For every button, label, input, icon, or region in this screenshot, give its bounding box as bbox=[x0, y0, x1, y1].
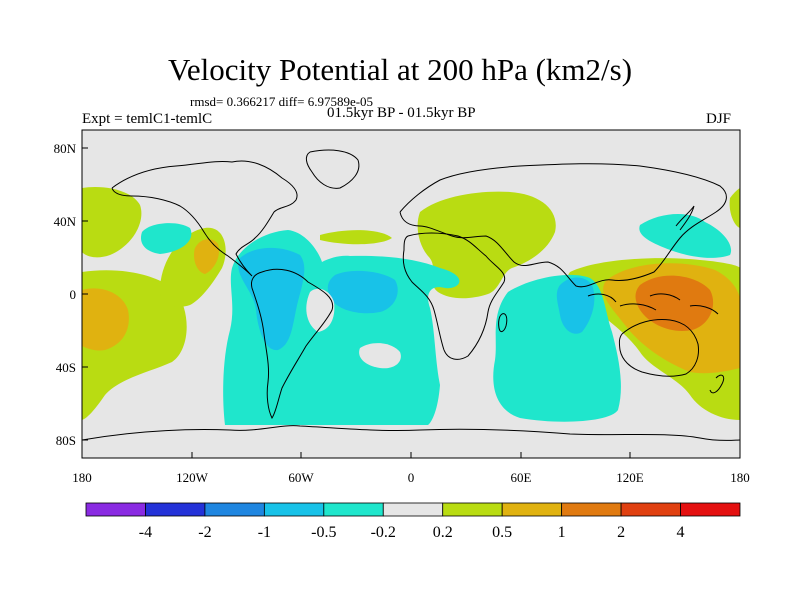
y-tick-40n: 40N bbox=[54, 214, 77, 229]
contour-neg-pacific-nw bbox=[639, 214, 732, 258]
x-tick-120w: 120W bbox=[176, 470, 209, 485]
period-label: 01.5kyr BP - 01.5kyr BP bbox=[327, 105, 476, 121]
map-title: Velocity Potential at 200 hPa (km2/s) bbox=[167, 52, 633, 87]
colorbar-label: -0.5 bbox=[311, 524, 336, 541]
colorbar-label: 4 bbox=[677, 524, 685, 541]
colorbar-swatch bbox=[501, 502, 563, 517]
contour-orange-west bbox=[82, 288, 129, 351]
y-tick-40s: 40S bbox=[56, 360, 76, 375]
contour-pos-far-east bbox=[729, 188, 740, 228]
coast-africa bbox=[402, 232, 506, 360]
x-tick-60w: 60W bbox=[288, 470, 314, 485]
colorbar-swatch bbox=[442, 502, 503, 517]
coast-south-america bbox=[251, 268, 334, 419]
contour-neg2-indian bbox=[556, 277, 595, 334]
experiment-label: Expt = temlC1-temlC bbox=[82, 111, 213, 127]
coastlines bbox=[82, 149, 740, 441]
coast-japan bbox=[675, 205, 695, 231]
contour-darkorange-wpac bbox=[635, 275, 714, 331]
y-tick-80n: 80N bbox=[54, 141, 77, 156]
coast-maritime-continent bbox=[587, 293, 719, 315]
axis-ticks bbox=[81, 147, 741, 458]
colorbar-label: -4 bbox=[139, 524, 152, 541]
x-tick-180e: 180 bbox=[730, 470, 750, 485]
colorbar-label: 0.5 bbox=[492, 524, 512, 541]
y-tick-0: 0 bbox=[70, 287, 77, 302]
coast-north-america bbox=[111, 160, 298, 277]
colorbar-swatch bbox=[382, 502, 444, 517]
colorbar: -4 -2 -1 -0.5 -0.2 0.2 0.5 1 2 4 bbox=[85, 502, 741, 541]
colorbar-swatch bbox=[620, 502, 681, 517]
colorbar-label: 1 bbox=[558, 524, 566, 541]
colorbar-label: 0.2 bbox=[433, 524, 453, 541]
contour-hole-atlantic-2 bbox=[359, 343, 401, 369]
contour-neg2-atlantic bbox=[327, 270, 398, 314]
season-label: DJF bbox=[706, 111, 732, 127]
coast-australia bbox=[618, 319, 699, 377]
contour-neg2-south-america bbox=[238, 247, 305, 351]
stats-text: rmsd= 0.366217 diff= 6.97589e-05 bbox=[190, 94, 374, 109]
colorbar-label: -2 bbox=[198, 524, 211, 541]
x-tick-180w: 180 bbox=[72, 470, 92, 485]
coast-new-zealand bbox=[709, 374, 725, 394]
colorbar-label: 2 bbox=[617, 524, 625, 541]
colorbar-swatch bbox=[323, 502, 384, 517]
contour-orange-npac bbox=[194, 239, 220, 274]
colorbar-swatch bbox=[85, 502, 146, 517]
colorbar-swatch bbox=[561, 502, 622, 517]
x-tick-120e: 120E bbox=[616, 470, 644, 485]
coast-europe-asia bbox=[399, 163, 727, 288]
contour-pos-atlantic bbox=[320, 230, 392, 245]
coast-greenland bbox=[305, 149, 360, 189]
coast-madagascar bbox=[498, 313, 508, 333]
y-tick-80s: 80S bbox=[56, 433, 76, 448]
x-tick-0: 0 bbox=[408, 470, 415, 485]
coast-antarctica bbox=[82, 425, 740, 441]
colorbar-swatch bbox=[204, 502, 265, 517]
colorbar-label: -1 bbox=[258, 524, 271, 541]
colorbar-swatch bbox=[145, 502, 206, 517]
contour-hole-atlantic-1 bbox=[306, 288, 335, 332]
contour-pos-eurasia bbox=[417, 191, 556, 299]
contour-fields bbox=[82, 186, 740, 425]
contour-neg-npac bbox=[140, 223, 192, 254]
colorbar-label: -0.2 bbox=[371, 524, 396, 541]
x-tick-60e: 60E bbox=[511, 470, 532, 485]
contour-pos-np-west bbox=[82, 186, 142, 258]
colorbar-swatch bbox=[680, 502, 741, 517]
colorbar-swatch bbox=[263, 502, 325, 517]
